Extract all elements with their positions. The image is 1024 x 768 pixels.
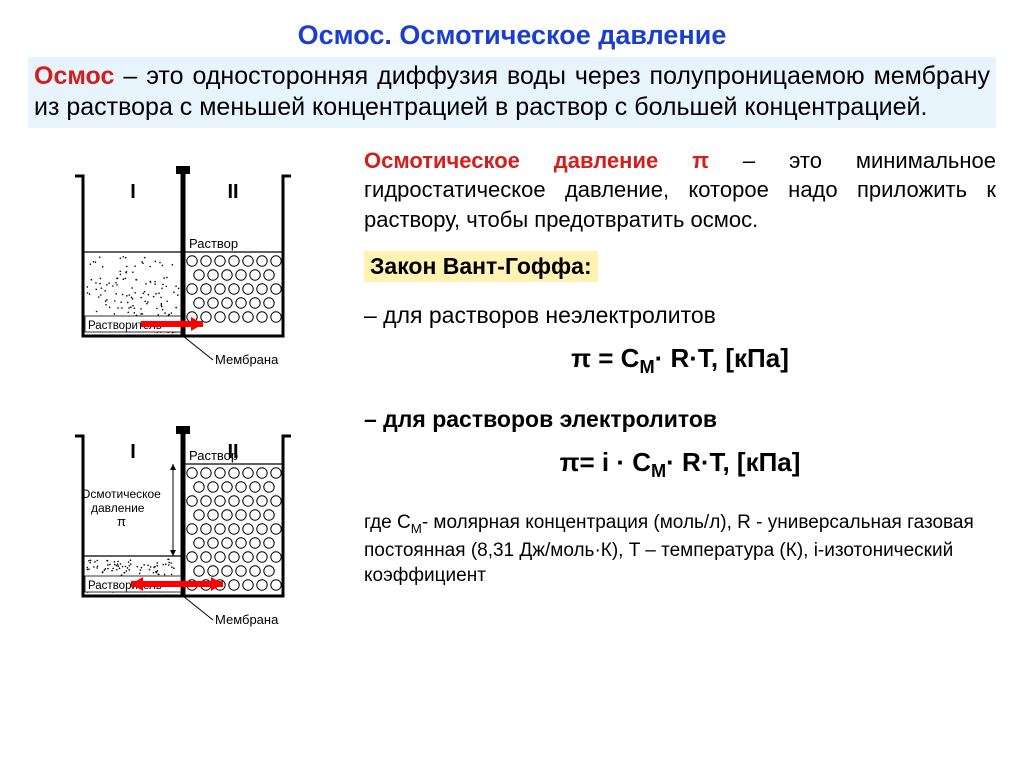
svg-text:II: II bbox=[227, 181, 238, 203]
svg-text:Осмотическое: Осмотическое bbox=[81, 487, 161, 501]
legend: где CМ- молярная концентрация (моль/л), … bbox=[364, 510, 996, 589]
text-column: Осмотическое давление π – это минимально… bbox=[364, 146, 996, 646]
diagram-top: IIIРастворРастворительМембрана bbox=[53, 156, 313, 386]
svg-text:Мембрана: Мембрана bbox=[215, 612, 279, 627]
formula-sub: М bbox=[639, 357, 654, 377]
legend-part: где C bbox=[364, 512, 411, 533]
formula-part: · R·T, [кПа] bbox=[655, 343, 789, 373]
osmosis-term: Осмос bbox=[34, 62, 114, 90]
svg-text:π: π bbox=[117, 514, 126, 529]
svg-text:Раствор: Раствор bbox=[189, 448, 238, 463]
formula-part: π = C bbox=[571, 343, 639, 373]
svg-text:Раствор: Раствор bbox=[189, 236, 238, 251]
svg-text:I: I bbox=[130, 441, 136, 463]
page-title: Осмос. Осмотическое давление bbox=[28, 20, 996, 51]
dash2: – bbox=[709, 148, 789, 173]
svg-text:давление: давление bbox=[91, 501, 145, 515]
diagrams-column: IIIРастворРастворительМембрана IIIРаство… bbox=[28, 146, 338, 646]
case-electrolyte: – для растворов электролитов bbox=[364, 406, 996, 433]
legend-sub: М bbox=[411, 521, 422, 536]
formula-nonelectrolyte: π = CМ· R·T, [кПа] bbox=[364, 343, 996, 378]
dash: – bbox=[114, 62, 146, 90]
case-nonelectrolyte: – для растворов неэлектролитов bbox=[364, 302, 996, 329]
osmosis-definition-body: это односторонняя диффузия воды через по… bbox=[34, 62, 990, 121]
svg-text:I: I bbox=[130, 181, 136, 203]
osmosis-definition-box: Осмос – это односторонняя диффузия воды … bbox=[28, 57, 996, 128]
formula-sub: М bbox=[651, 461, 666, 481]
formula-electrolyte: π= i · CМ· R·T, [кПа] bbox=[364, 447, 996, 482]
diagram-bottom: IIIРастворОсмотическоедавлениеπРастворит… bbox=[53, 416, 313, 646]
formula-part: π= i · C bbox=[560, 447, 651, 477]
pressure-term: Осмотическое давление π bbox=[364, 148, 709, 173]
formula-part: · R·T, [кПа] bbox=[666, 447, 800, 477]
svg-text:Мембрана: Мембрана bbox=[215, 352, 279, 367]
law-label: Закон Вант-Гоффа: bbox=[364, 251, 598, 282]
pressure-definition: Осмотическое давление π – это минимально… bbox=[364, 146, 996, 235]
legend-part: - молярная концентрация (моль/л), R - ун… bbox=[364, 512, 974, 586]
